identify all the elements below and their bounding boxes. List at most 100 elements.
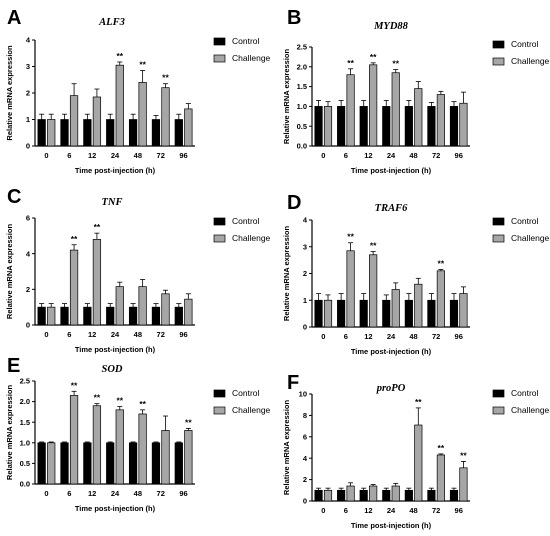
bar-control xyxy=(128,119,138,147)
legend-swatch-challenge xyxy=(492,57,505,66)
legend-label-challenge: Challenge xyxy=(511,233,550,243)
bar-challenge xyxy=(47,119,56,147)
bar-challenge xyxy=(346,74,355,147)
y-tick-label: 0.5 xyxy=(297,122,307,131)
bar-challenge xyxy=(115,286,124,326)
y-axis-label: Relative mRNA expression xyxy=(5,224,14,320)
bar-challenge xyxy=(184,108,193,147)
x-tick-label: 0 xyxy=(321,332,325,341)
x-tick-label: 48 xyxy=(134,151,142,160)
significance-marker: ** xyxy=(347,232,354,242)
y-axis-label: Relative mRNA expression xyxy=(282,400,291,496)
significance-marker: ** xyxy=(162,73,169,83)
legend-label-challenge: Challenge xyxy=(232,233,271,243)
significance-marker: ** xyxy=(460,450,467,460)
bar-control xyxy=(337,106,346,147)
x-tick-label: 24 xyxy=(387,506,396,515)
x-tick-label: 96 xyxy=(455,332,463,341)
bar-control xyxy=(314,489,323,502)
legend-label-control: Control xyxy=(232,216,260,226)
y-tick-label: 2.5 xyxy=(297,43,307,52)
legend-label-challenge: Challenge xyxy=(511,405,550,415)
bar-control xyxy=(382,106,391,147)
x-tick-label: 24 xyxy=(387,332,396,341)
chart-title: MYD88 xyxy=(373,21,409,32)
y-tick-label: 1.5 xyxy=(297,82,307,91)
bar-control xyxy=(404,106,413,147)
y-axis-label: Relative mRNA expression xyxy=(5,385,14,481)
legend-swatch-challenge xyxy=(492,406,505,415)
bar-control xyxy=(174,306,183,326)
bar-control xyxy=(83,119,92,147)
y-tick-label: 0 xyxy=(26,321,30,330)
bar-control xyxy=(427,299,436,328)
bar-challenge xyxy=(69,249,79,326)
x-tick-label: 72 xyxy=(157,151,165,160)
bar-challenge xyxy=(47,306,56,326)
bar-challenge xyxy=(138,82,147,147)
bar-challenge xyxy=(92,405,102,485)
bar-control xyxy=(427,489,436,502)
bar-challenge xyxy=(184,298,193,326)
bar-challenge xyxy=(391,289,400,328)
bar-control xyxy=(449,299,459,328)
x-tick-label: 0 xyxy=(321,506,325,515)
x-tick-label: 96 xyxy=(179,330,187,339)
y-tick-label: 1.0 xyxy=(20,438,30,447)
bar-challenge xyxy=(459,102,468,147)
y-axis-label: Relative mRNA expression xyxy=(282,49,291,145)
bar-challenge xyxy=(138,413,147,485)
panel-e: E SOD 0.0 0.5 1.0 1.5 2.0 2.5 Relative mRNA expr… xyxy=(5,355,271,513)
x-tick-label: 0 xyxy=(44,489,48,498)
bar-control xyxy=(128,442,138,485)
bar-challenge xyxy=(47,442,56,485)
panel-letter: C xyxy=(7,186,21,208)
y-tick-label: 4 xyxy=(303,216,308,225)
significance-marker: ** xyxy=(71,380,78,390)
x-tick-label: 48 xyxy=(409,332,417,341)
y-tick-label: 2 xyxy=(26,89,30,98)
x-axis-label: Time post-injection (h) xyxy=(75,345,156,354)
bar-control xyxy=(359,106,368,147)
bar-control xyxy=(151,119,161,147)
panel-letter: D xyxy=(287,192,301,214)
y-tick-label: 2.0 xyxy=(297,62,307,71)
y-tick-label: 0 xyxy=(303,323,307,332)
legend-label-challenge: Challenge xyxy=(232,405,271,415)
x-axis-label: Time post-injection (h) xyxy=(351,347,432,356)
bar-challenge xyxy=(69,95,79,147)
chart-title: TRAF6 xyxy=(375,203,408,214)
panel-b: B MYD88 0.0 0.5 1.0 1.5 2.0 2.5 Relative mRNA ex… xyxy=(282,7,550,175)
y-tick-label: 1.5 xyxy=(20,418,30,427)
bar-control xyxy=(83,442,92,485)
bar-control xyxy=(382,299,391,328)
bar-challenge xyxy=(369,485,378,502)
bar-control xyxy=(404,299,413,328)
significance-marker: ** xyxy=(370,241,377,251)
legend-swatch-control xyxy=(213,389,226,398)
y-tick-label: 1 xyxy=(26,115,30,124)
significance-marker: ** xyxy=(185,417,192,427)
x-axis-label: Time post-injection (h) xyxy=(75,166,156,175)
bar-control xyxy=(60,442,69,485)
y-tick-label: 0.0 xyxy=(297,142,307,151)
bar-control xyxy=(449,106,459,147)
bar-control xyxy=(314,299,323,328)
y-tick-label: 0.5 xyxy=(20,459,30,468)
bar-challenge xyxy=(346,250,355,328)
bar-control xyxy=(106,306,115,326)
y-tick-label: 3 xyxy=(26,62,30,71)
legend-swatch-challenge xyxy=(492,234,505,243)
chart-title: ALF3 xyxy=(98,17,125,28)
panel-letter: F xyxy=(287,372,299,394)
x-tick-label: 6 xyxy=(67,151,71,160)
y-tick-label: 3 xyxy=(303,242,307,251)
x-tick-label: 72 xyxy=(157,489,165,498)
panel-letter: E xyxy=(7,355,20,377)
bar-challenge xyxy=(346,485,355,502)
x-tick-label: 48 xyxy=(134,330,142,339)
